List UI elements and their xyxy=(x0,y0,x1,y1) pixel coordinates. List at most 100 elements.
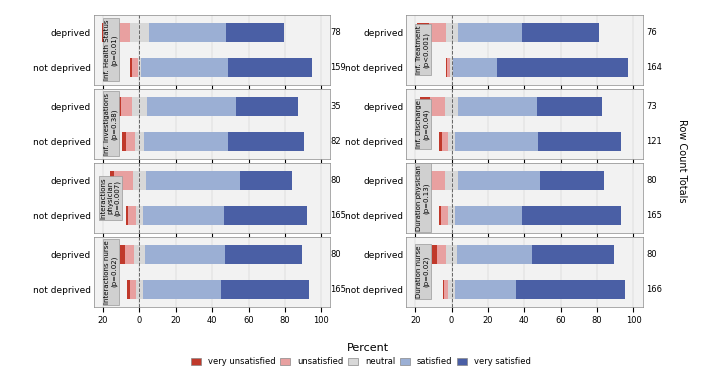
Bar xyxy=(228,132,303,151)
Bar xyxy=(447,58,451,77)
Text: 166: 166 xyxy=(646,285,662,294)
Bar xyxy=(429,171,445,190)
Text: 82: 82 xyxy=(331,137,341,146)
Bar xyxy=(226,23,284,42)
Text: Duration physician
(p=0.13): Duration physician (p=0.13) xyxy=(416,165,430,231)
Bar xyxy=(143,206,224,225)
Bar xyxy=(455,280,516,299)
Bar xyxy=(439,206,441,225)
Bar xyxy=(445,171,451,190)
Bar xyxy=(443,280,444,299)
Bar xyxy=(521,206,621,225)
Bar xyxy=(444,280,448,299)
Text: 76: 76 xyxy=(646,28,657,37)
Text: 80: 80 xyxy=(646,176,657,185)
Bar xyxy=(235,97,298,116)
Text: Inf. Treatment
(p<0.001): Inf. Treatment (p<0.001) xyxy=(416,25,430,74)
Bar xyxy=(456,206,521,225)
Bar xyxy=(144,132,228,151)
Bar xyxy=(451,206,456,225)
Bar xyxy=(442,132,448,151)
Bar xyxy=(522,23,599,42)
Bar xyxy=(127,280,129,299)
Bar xyxy=(458,23,522,42)
Text: 159: 159 xyxy=(331,63,346,72)
Bar xyxy=(124,245,134,264)
Bar xyxy=(448,132,451,151)
Bar xyxy=(456,132,538,151)
Bar xyxy=(134,245,139,264)
Bar xyxy=(143,280,221,299)
Bar xyxy=(451,58,453,77)
Bar xyxy=(540,171,604,190)
Text: Interactions nurse
(p=0.02): Interactions nurse (p=0.02) xyxy=(104,240,117,304)
Bar xyxy=(516,280,625,299)
Bar xyxy=(451,97,458,116)
Bar xyxy=(147,97,235,116)
Bar xyxy=(225,245,302,264)
Bar xyxy=(446,58,447,77)
Bar xyxy=(129,280,136,299)
Bar xyxy=(445,23,451,42)
Bar xyxy=(139,23,149,42)
Bar xyxy=(133,171,139,190)
Bar xyxy=(537,97,602,116)
Bar xyxy=(130,58,132,77)
Bar xyxy=(451,171,458,190)
Bar xyxy=(437,245,445,264)
Text: Inf. Health Status
(p=0.01): Inf. Health Status (p=0.01) xyxy=(104,19,117,80)
Bar xyxy=(224,206,308,225)
Bar xyxy=(453,58,497,77)
Bar xyxy=(102,23,113,42)
Text: 73: 73 xyxy=(646,102,657,111)
Bar xyxy=(135,132,139,151)
Bar xyxy=(110,171,114,190)
Text: Inf. Investigations
(p=0.38): Inf. Investigations (p=0.38) xyxy=(104,93,117,155)
Bar xyxy=(121,97,131,116)
Text: Interactions
physician
(p=0.007): Interactions physician (p=0.007) xyxy=(100,177,121,219)
Bar xyxy=(113,23,130,42)
Text: 165: 165 xyxy=(331,211,347,220)
Bar xyxy=(422,171,429,190)
Bar xyxy=(458,97,537,116)
Bar xyxy=(149,23,226,42)
Text: Row Count Totals: Row Count Totals xyxy=(677,119,687,203)
Text: 164: 164 xyxy=(646,63,662,72)
Bar xyxy=(439,132,442,151)
Bar xyxy=(138,58,139,77)
Bar xyxy=(228,58,312,77)
Legend: very unsatisfied, unsatisfied, neutral, satisfied, very satisfied: very unsatisfied, unsatisfied, neutral, … xyxy=(188,354,534,370)
Bar xyxy=(136,206,139,225)
Bar xyxy=(445,245,451,264)
Text: 80: 80 xyxy=(331,250,341,259)
Bar xyxy=(441,206,448,225)
Bar xyxy=(538,132,621,151)
Text: 165: 165 xyxy=(331,285,347,294)
Bar xyxy=(451,280,455,299)
Text: Inf. Discharge
(p=0.04): Inf. Discharge (p=0.04) xyxy=(416,100,430,148)
Bar xyxy=(430,97,445,116)
Bar xyxy=(146,171,240,190)
Bar xyxy=(532,245,614,264)
Bar xyxy=(458,171,540,190)
Text: 80: 80 xyxy=(646,250,657,259)
Bar xyxy=(139,171,146,190)
Bar xyxy=(132,58,138,77)
Bar xyxy=(126,206,128,225)
Bar xyxy=(139,206,143,225)
Bar xyxy=(139,97,147,116)
Text: 35: 35 xyxy=(331,102,341,111)
Bar xyxy=(126,132,135,151)
Bar xyxy=(429,23,445,42)
Bar xyxy=(121,132,126,151)
Bar xyxy=(445,97,451,116)
Bar xyxy=(141,58,228,77)
Bar xyxy=(139,132,144,151)
Bar xyxy=(457,245,532,264)
Bar xyxy=(131,97,139,116)
Bar xyxy=(420,97,430,116)
Text: 121: 121 xyxy=(646,137,662,146)
Bar xyxy=(139,245,145,264)
Bar xyxy=(145,245,225,264)
Text: Duration nurse
(p=0.02): Duration nurse (p=0.02) xyxy=(416,246,430,298)
